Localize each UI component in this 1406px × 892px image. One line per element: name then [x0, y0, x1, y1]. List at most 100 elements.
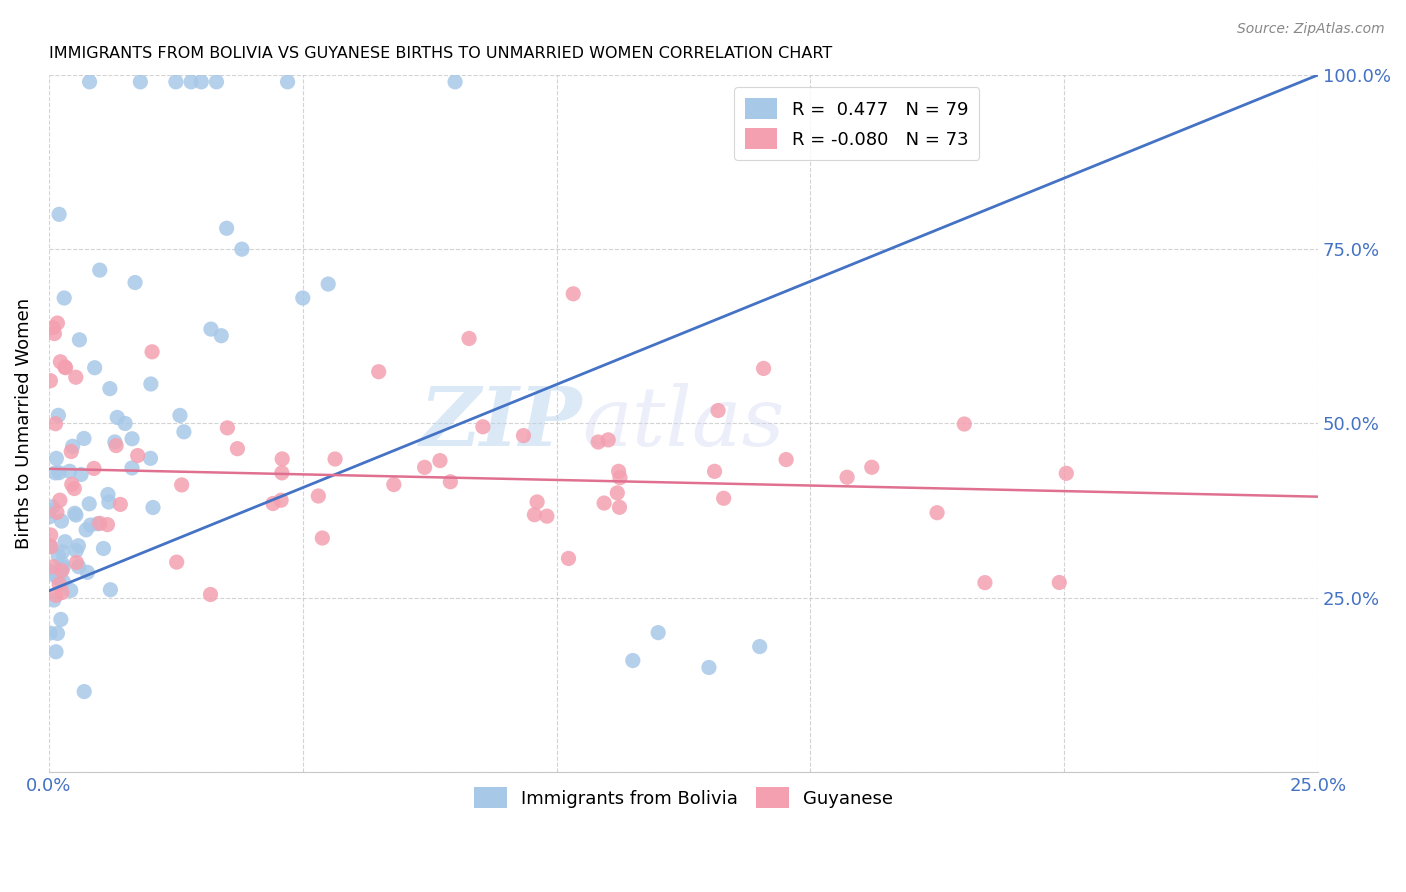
Point: [89, 263, 111, 277]
Point: [270, 466, 292, 480]
Point: [209, 328, 232, 343]
Point: [39, 626, 62, 640]
Point: [523, 508, 546, 522]
Point: [67, 559, 90, 574]
Point: [38, 503, 60, 517]
Point: [647, 625, 669, 640]
Point: [180, 75, 202, 89]
Point: [953, 417, 976, 431]
Point: [226, 442, 249, 456]
Point: [48, 207, 70, 221]
Point: [67, 539, 90, 553]
Point: [429, 453, 451, 467]
Point: [277, 75, 299, 89]
Point: [231, 242, 253, 256]
Point: [752, 361, 775, 376]
Point: [49, 493, 72, 508]
Point: [607, 464, 630, 478]
Point: [65, 508, 87, 522]
Point: [51, 564, 73, 578]
Point: [42, 559, 65, 574]
Point: [609, 471, 631, 485]
Point: [1054, 467, 1077, 481]
Point: [79, 518, 101, 533]
Point: [48, 577, 70, 591]
Point: [45, 451, 67, 466]
Point: [707, 403, 730, 417]
Point: [200, 587, 222, 601]
Point: [39, 374, 62, 388]
Point: [271, 451, 294, 466]
Point: [97, 487, 120, 501]
Point: [53, 534, 76, 549]
Point: [59, 464, 82, 478]
Point: [114, 417, 136, 431]
Point: [76, 566, 98, 580]
Point: [65, 370, 87, 384]
Point: [77, 497, 100, 511]
Point: [67, 333, 90, 347]
Point: [593, 496, 616, 510]
Point: [73, 684, 96, 698]
Point: [606, 486, 628, 500]
Text: IMMIGRANTS FROM BOLIVIA VS GUYANESE BIRTHS TO UNMARRIED WOMEN CORRELATION CHART: IMMIGRANTS FROM BOLIVIA VS GUYANESE BIRT…: [49, 46, 832, 62]
Point: [190, 75, 212, 89]
Point: [59, 583, 82, 598]
Point: [536, 509, 558, 524]
Point: [200, 322, 222, 336]
Point: [316, 277, 339, 291]
Point: [49, 355, 72, 369]
Point: [46, 316, 69, 330]
Point: [39, 539, 62, 553]
Point: [621, 653, 644, 667]
Point: [83, 360, 105, 375]
Point: [41, 500, 63, 514]
Point: [44, 466, 66, 480]
Point: [439, 475, 461, 489]
Point: [51, 514, 73, 528]
Point: [748, 640, 770, 654]
Point: [97, 495, 120, 509]
Point: [105, 410, 128, 425]
Point: [775, 452, 797, 467]
Point: [62, 439, 84, 453]
Point: [63, 482, 86, 496]
Point: [458, 331, 481, 345]
Point: [311, 531, 333, 545]
Point: [444, 75, 467, 89]
Y-axis label: Births to Unmarried Women: Births to Unmarried Women: [15, 298, 32, 549]
Point: [75, 523, 97, 537]
Point: [139, 451, 162, 466]
Text: Source: ZipAtlas.com: Source: ZipAtlas.com: [1237, 22, 1385, 37]
Point: [46, 626, 69, 640]
Point: [105, 439, 128, 453]
Point: [51, 556, 73, 570]
Point: [44, 326, 66, 341]
Text: atlas: atlas: [582, 384, 785, 464]
Point: [52, 545, 75, 559]
Point: [142, 500, 165, 515]
Point: [38, 509, 60, 524]
Point: [323, 452, 346, 467]
Point: [53, 360, 76, 375]
Point: [96, 517, 118, 532]
Point: [53, 291, 76, 305]
Point: [83, 461, 105, 475]
Point: [104, 434, 127, 449]
Point: [52, 574, 75, 589]
Point: [598, 433, 620, 447]
Point: [44, 417, 66, 431]
Point: [697, 660, 720, 674]
Point: [52, 560, 75, 574]
Legend: Immigrants from Bolivia, Guyanese: Immigrants from Bolivia, Guyanese: [467, 780, 900, 815]
Point: [110, 497, 132, 511]
Point: [471, 419, 494, 434]
Point: [98, 382, 121, 396]
Point: [974, 575, 997, 590]
Point: [39, 564, 62, 578]
Point: [89, 516, 111, 531]
Point: [45, 588, 67, 602]
Point: [73, 432, 96, 446]
Point: [124, 276, 146, 290]
Point: [367, 365, 389, 379]
